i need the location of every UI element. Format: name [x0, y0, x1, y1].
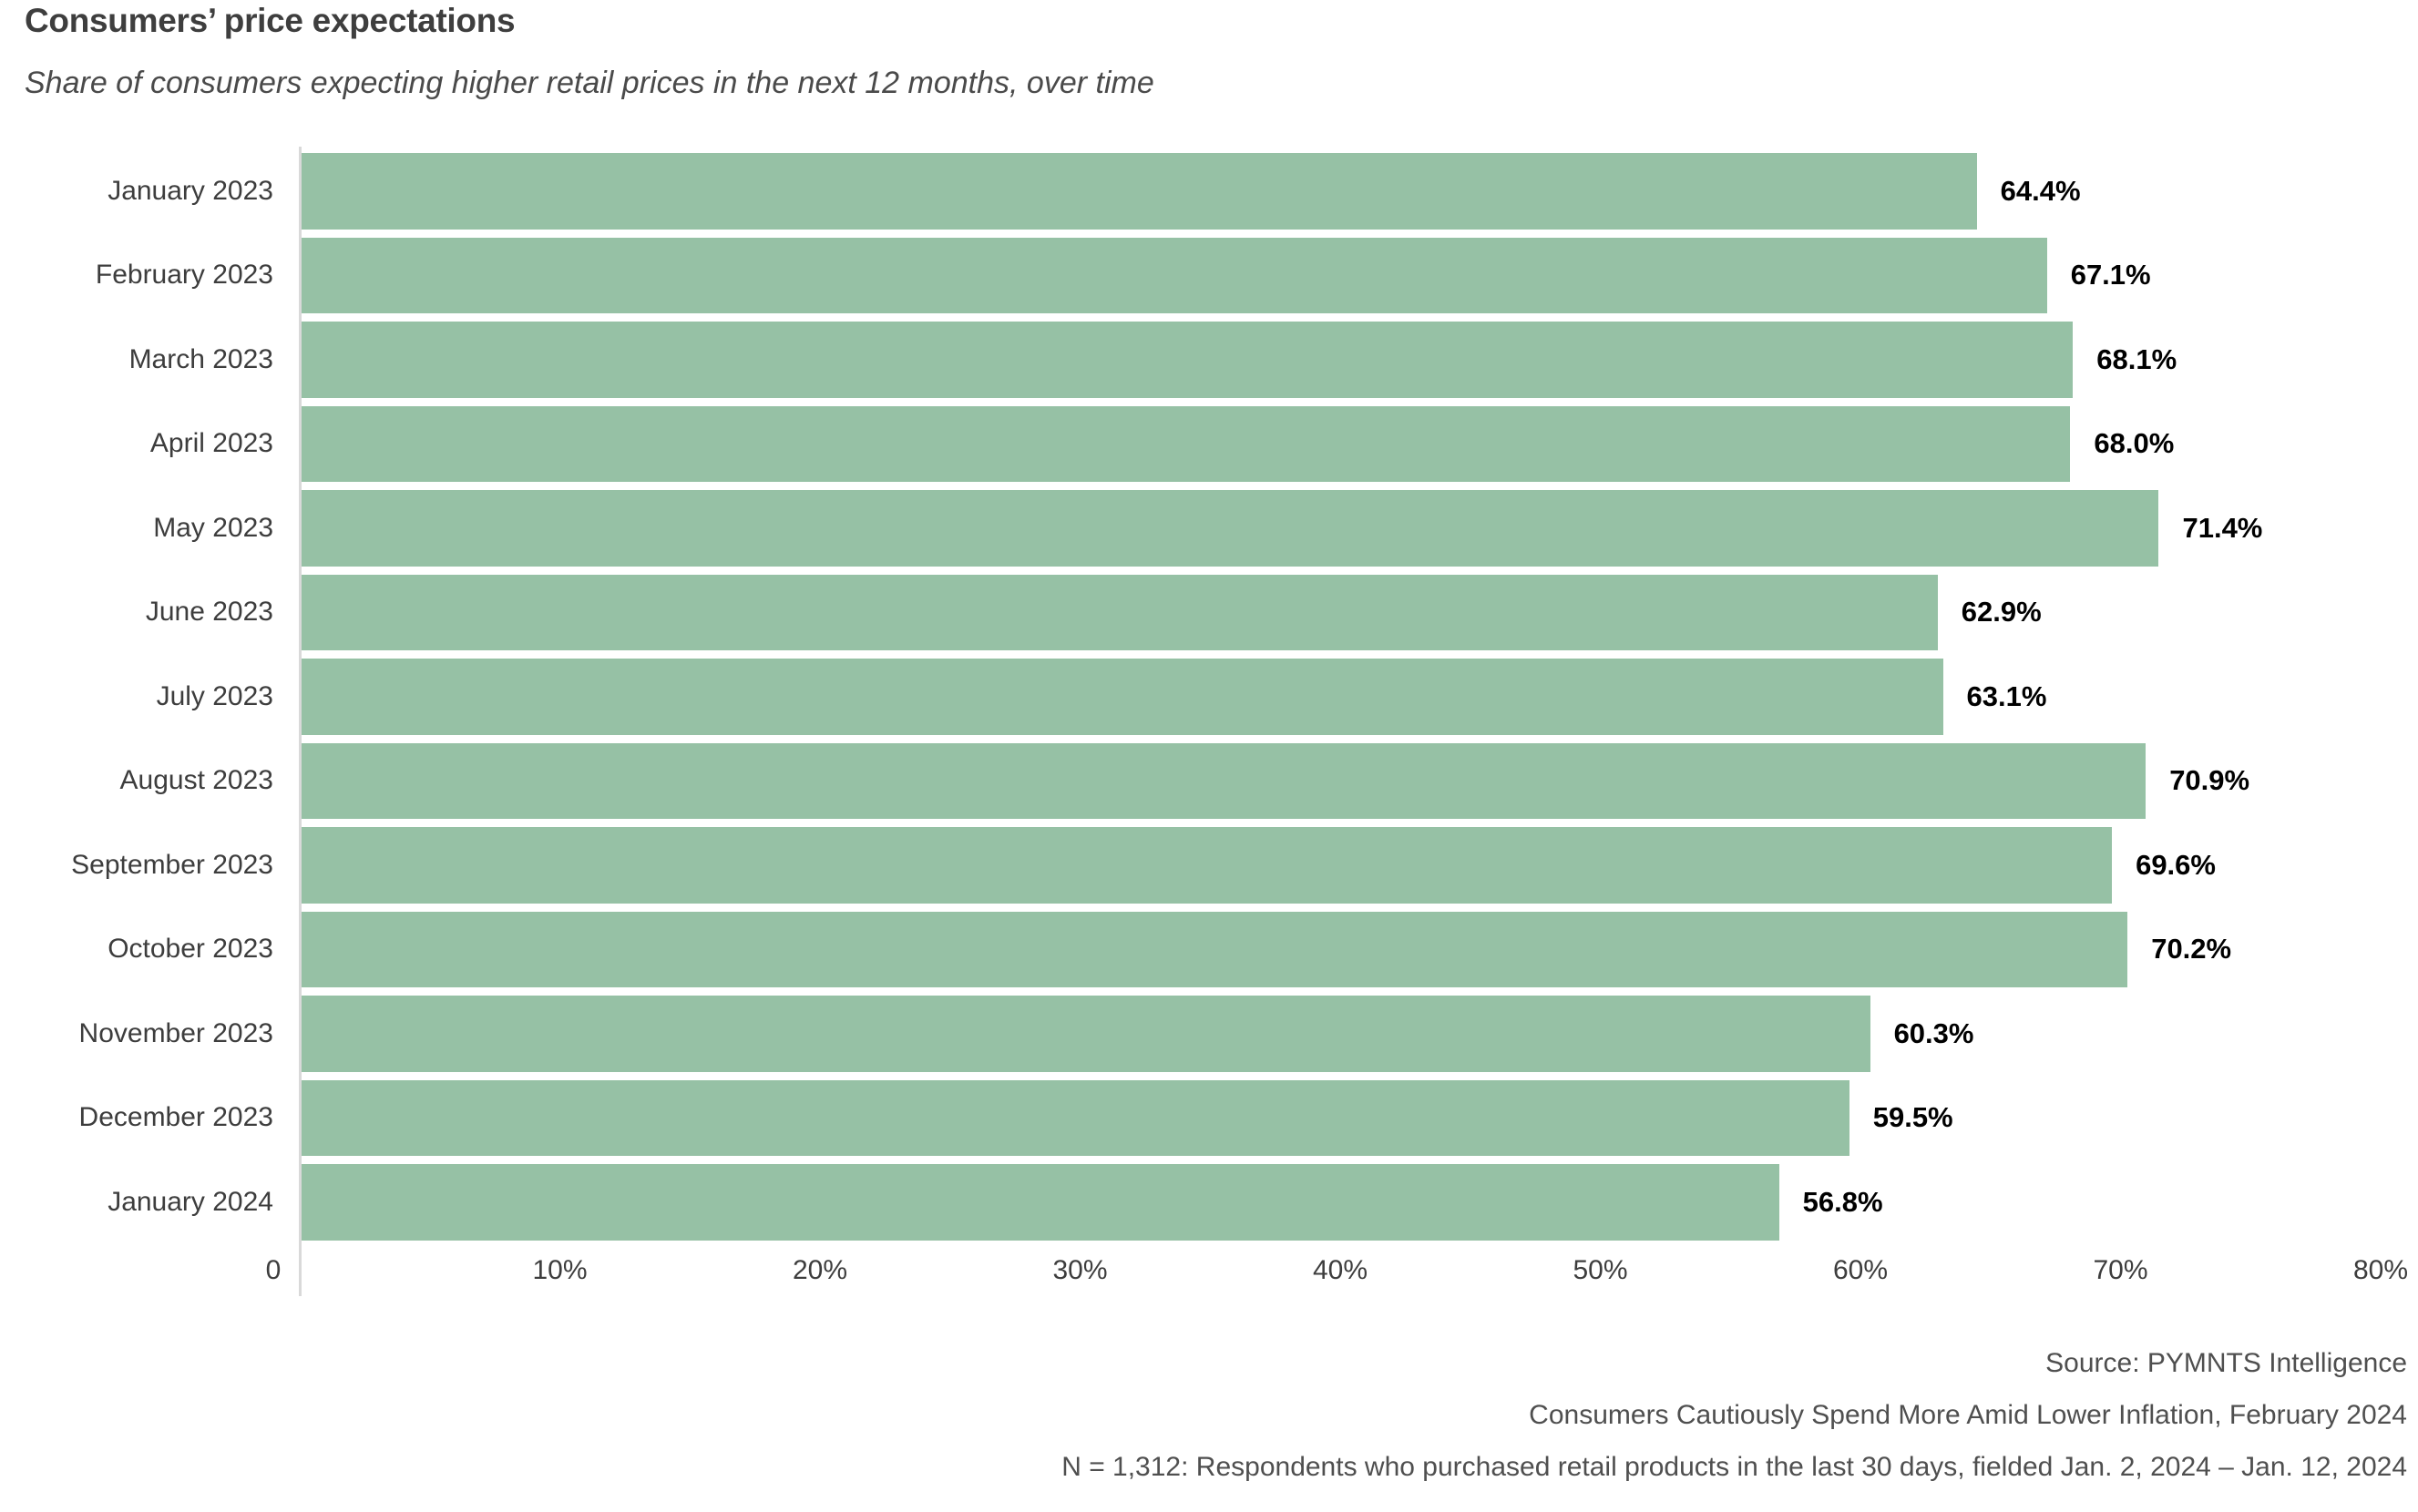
bar-row: August 2023 70.9%	[0, 742, 2418, 828]
value-label: 60.3%	[1893, 1017, 1974, 1049]
bar	[302, 1079, 1849, 1156]
bar	[302, 405, 2071, 482]
bar-row: November 2023 60.3%	[0, 996, 2418, 1080]
bar-track: 63.1%	[302, 659, 2382, 735]
bar-track: 70.9%	[302, 742, 2382, 819]
bar	[302, 996, 1870, 1072]
category-label: April 2023	[149, 428, 273, 459]
x-axis-tick-label: 40%	[1312, 1255, 1368, 1285]
chart-subtitle: Share of consumers expecting higher reta…	[25, 66, 1154, 100]
value-label: 62.9%	[1961, 596, 2042, 628]
category-label: October 2023	[108, 934, 273, 965]
x-axis-tick-label: 30%	[1052, 1255, 1108, 1285]
bar-track: 68.0%	[302, 405, 2382, 482]
bar-row: February 2023 67.1%	[0, 237, 2418, 322]
bar-row: April 2023 68.0%	[0, 405, 2418, 491]
category-label: November 2023	[78, 1017, 273, 1048]
bar	[302, 237, 2047, 313]
value-label: 59.5%	[1872, 1101, 1953, 1134]
value-label: 63.1%	[1966, 679, 2047, 712]
x-axis-tick-label: 50%	[1573, 1255, 1628, 1285]
bar-row: July 2023 63.1%	[0, 659, 2418, 743]
bar	[302, 490, 2159, 567]
y-axis-line	[299, 147, 302, 1296]
bar	[302, 153, 1977, 230]
category-label: May 2023	[153, 512, 273, 543]
category-label: August 2023	[119, 765, 273, 796]
x-axis-tick-label: 0	[265, 1255, 282, 1285]
category-label: June 2023	[145, 597, 273, 628]
category-label: March 2023	[128, 343, 273, 374]
bar-row: October 2023 70.2%	[0, 911, 2418, 996]
category-label: January 2024	[108, 1186, 273, 1217]
x-axis-tick-label: 10%	[532, 1255, 588, 1285]
source-note-line: Source: PYMNTS Intelligence	[2045, 1348, 2407, 1378]
bar-track: 69.6%	[302, 827, 2382, 904]
x-axis-tick-label: 70%	[2093, 1255, 2148, 1285]
bar-track: 59.5%	[302, 1079, 2382, 1156]
x-axis-tick-label: 20%	[792, 1255, 848, 1285]
value-label: 68.1%	[2096, 342, 2177, 375]
bar	[302, 574, 1938, 650]
bar-track: 62.9%	[302, 574, 2382, 650]
value-label: 71.4%	[2182, 511, 2263, 544]
bar-row: March 2023 68.1%	[0, 322, 2418, 406]
bar	[302, 659, 1943, 735]
category-label: January 2023	[108, 175, 273, 206]
chart-title: Consumers’ price expectations	[25, 2, 516, 39]
bar-chart: January 2023 64.4% February 2023 67.1% March…	[0, 153, 2418, 1249]
category-label: July 2023	[156, 680, 273, 711]
value-label: 68.0%	[2094, 427, 2175, 460]
bar-track: 68.1%	[302, 322, 2382, 398]
bar-row: May 2023 71.4%	[0, 490, 2418, 575]
value-label: 67.1%	[2070, 259, 2151, 291]
bar-track: 67.1%	[302, 237, 2382, 313]
value-label: 69.6%	[2136, 848, 2216, 881]
value-label: 70.2%	[2151, 933, 2232, 965]
bar	[302, 322, 2074, 398]
bar	[302, 1164, 1779, 1241]
bar-row: January 2024 56.8%	[0, 1164, 2418, 1249]
category-label: September 2023	[71, 849, 273, 880]
bar-track: 64.4%	[302, 153, 2382, 230]
source-note-line: N = 1,312: Respondents who purchased ret…	[1061, 1452, 2407, 1482]
value-label: 70.9%	[2169, 764, 2250, 797]
bar-row: December 2023 59.5%	[0, 1079, 2418, 1165]
category-label: February 2023	[95, 260, 273, 291]
bar-track: 56.8%	[302, 1164, 2382, 1241]
bar-row: January 2023 64.4%	[0, 153, 2418, 238]
source-note-line: Consumers Cautiously Spend More Amid Low…	[1529, 1400, 2407, 1430]
value-label: 56.8%	[1802, 1185, 1883, 1218]
bar	[302, 827, 2113, 904]
value-label: 64.4%	[2000, 174, 2081, 207]
bar-track: 70.2%	[302, 911, 2382, 987]
source-note: Source: PYMNTS Intelligence Consumers Cau…	[1061, 1337, 2407, 1493]
x-axis: 0 10% 20% 30% 40% 50% 60% 70% 80%	[0, 1255, 2418, 1295]
bar-row: June 2023 62.9%	[0, 574, 2418, 659]
bar-track: 71.4%	[302, 490, 2382, 567]
x-axis-tick-label: 80%	[2352, 1255, 2409, 1285]
category-label: December 2023	[78, 1102, 273, 1133]
bar	[302, 911, 2128, 987]
x-axis-tick-label: 60%	[1832, 1255, 1889, 1285]
bar-track: 60.3%	[302, 996, 2382, 1072]
bar-row: September 2023 69.6%	[0, 827, 2418, 912]
bar	[302, 742, 2146, 819]
